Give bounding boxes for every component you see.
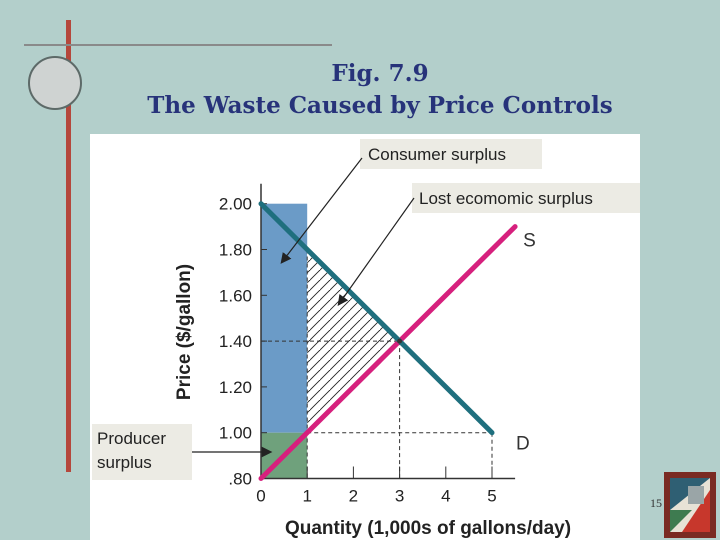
x-axis-label: Quantity (1,000s of gallons/day) (285, 518, 571, 539)
x-tick-label: 5 (487, 487, 496, 506)
series-lines (258, 201, 518, 481)
decorative-vertical-bar (66, 20, 71, 472)
y-tick-label: 1.20 (219, 378, 252, 397)
chart-regions (261, 203, 400, 479)
series-label-d: D (516, 434, 530, 455)
lost-surplus-callout-box (412, 183, 640, 213)
y-tick-label: .80 (228, 470, 252, 489)
chart-labels: S D Quantity (1,000s of gallons/day) Price … (174, 231, 571, 539)
lost-surplus-arrow (337, 197, 415, 306)
x-tick-label: 4 (441, 487, 450, 506)
x-tick-label: 2 (349, 487, 358, 506)
producer-surplus-callout-box (92, 424, 192, 480)
decorative-corner-logo-icon (664, 472, 716, 538)
producer-surplus-callout-label-1: Producer (97, 429, 166, 448)
slide-title: Fig. 7.9 The Waste Caused by Price Contr… (90, 58, 670, 122)
decorative-horizontal-line (24, 44, 332, 46)
consumer-surplus-callout-label: Consumer surplus (368, 145, 506, 164)
annotations: Consumer surplus Lost ecomomic surplus Pro… (92, 139, 640, 480)
x-tick-label: 3 (395, 487, 404, 506)
x-tick-label: 0 (256, 487, 265, 506)
axes (260, 183, 516, 480)
y-tick-label: 1.40 (219, 332, 252, 351)
series-line-s (258, 224, 518, 481)
y-tick-label: 2.00 (219, 195, 252, 214)
series-label-s: S (523, 231, 536, 252)
title-line-2: The Waste Caused by Price Controls (147, 92, 613, 119)
y-axis-label: Price ($/gallon) (174, 264, 195, 400)
y-tick-label: 1.00 (219, 424, 252, 443)
producer-surplus-callout-label-2: surplus (97, 453, 152, 472)
series-line-d (258, 201, 495, 436)
y-tick-label: 1.60 (219, 286, 252, 305)
decorative-circle-icon (28, 56, 82, 110)
x-tick-label: 1 (302, 487, 311, 506)
consumer-surplus-arrow (280, 157, 363, 264)
y-tick-label: 1.80 (219, 241, 252, 260)
lost-surplus-callout-label: Lost ecomomic surplus (419, 189, 593, 208)
consumer-surplus-callout-box (360, 139, 542, 169)
equilibrium-point (397, 338, 403, 344)
tick-labels: .80 1.00 1.20 1.40 1.60 1.80 2.00 0 1 2 3 4 5 (219, 195, 497, 506)
page-number: 15 (650, 496, 662, 510)
title-line-1: Fig. 7.9 (331, 60, 429, 87)
